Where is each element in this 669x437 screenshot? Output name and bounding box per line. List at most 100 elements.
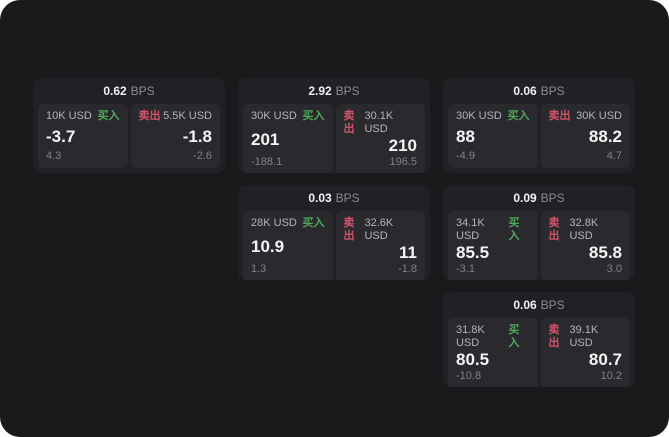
sell-notional: 32.6K USD [364,217,394,242]
sell-panel-header: 卖出 32.8K USD [549,217,623,243]
quote-card: 0.06 BPS 30K USD 买入 88 -4.9 卖出 30K USD [443,78,635,173]
sell-notional: 30K USD [576,110,622,122]
buy-notional: 28K USD [251,217,297,229]
sell-delta: 10.2 [600,370,622,382]
quote-panels: 30K USD 买入 88 -4.9 卖出 30K USD 88.2 4.7 [443,104,635,173]
sell-price: 85.8 [588,243,622,262]
buy-notional: 31.8K USD [456,324,485,349]
quote-panels: 28K USD 买入 10.9 1.3 卖出 32.6K USD 11 -1.8 [238,211,430,280]
sell-price: 88.2 [588,126,622,146]
bps-header: 0.06 BPS [443,292,635,318]
buy-delta: 1.3 [251,263,267,275]
buy-price: 80.5 [456,350,490,369]
bps-unit-label: BPS [540,84,565,98]
sell-panel-header: 卖出 5.5K USD [139,110,213,123]
buy-panel-header: 30K USD 买入 [456,110,530,123]
bps-header: 0.03 BPS [238,185,430,211]
quote-card: 0.62 BPS 10K USD 买入 -3.7 4.3 卖出 5.5K USD [33,78,225,173]
bps-value: 0.03 [308,191,332,205]
quote-card: 0.09 BPS 34.1K USD 买入 85.5 -3.1 卖出 32.8K… [443,185,635,280]
buy-side-label: 买入 [302,217,325,229]
sell-panel-header: 卖出 39.1K USD [549,324,623,350]
buy-panel-header: 34.1K USD 买入 [456,217,530,243]
sell-panel-header: 卖出 30.1K USD [344,110,418,136]
sell-quote-panel[interactable]: 卖出 30K USD 88.2 4.7 [540,104,630,168]
buy-delta: -10.8 [456,370,482,382]
quote-card: 0.06 BPS 31.8K USD 买入 80.5 -10.8 卖出 39.1… [443,292,635,387]
buy-side-label: 买入 [302,110,325,122]
buy-quote-panel[interactable]: 34.1K USD 买入 85.5 -3.1 [448,211,538,280]
buy-panel-header: 30K USD 买入 [251,110,325,123]
bps-unit-label: BPS [540,191,565,205]
buy-panel-header: 10K USD 买入 [46,110,120,123]
buy-notional: 10K USD [46,110,92,122]
buy-price: 85.5 [456,243,490,262]
bps-unit-label: BPS [130,84,155,98]
sell-side-label: 卖出 [138,110,161,122]
buy-side-label: 买入 [97,110,120,122]
buy-delta: 4.3 [46,150,62,162]
buy-quote-panel[interactable]: 30K USD 买入 201 -188.1 [243,104,333,173]
buy-delta: -3.1 [456,263,475,275]
buy-delta: -188.1 [251,156,283,168]
buy-quote-panel[interactable]: 10K USD 买入 -3.7 4.3 [38,104,128,168]
quote-card: 2.92 BPS 30K USD 买入 201 -188.1 卖出 30.1K … [238,78,430,173]
sell-panel-header: 卖出 30K USD [549,110,623,123]
bps-unit-label: BPS [540,298,565,312]
sell-delta: 4.7 [606,150,622,162]
sell-delta: -2.6 [193,150,212,162]
bps-header: 0.06 BPS [443,78,635,104]
buy-side-label: 买入 [508,324,520,349]
buy-quote-panel[interactable]: 28K USD 买入 10.9 1.3 [243,211,333,280]
sell-price: 80.7 [588,350,622,369]
buy-price: 88 [456,126,475,146]
quote-panels: 34.1K USD 买入 85.5 -3.1 卖出 32.8K USD 85.8… [443,211,635,280]
buy-notional: 30K USD [456,110,502,122]
quote-card-grid: 0.62 BPS 10K USD 买入 -3.7 4.3 卖出 5.5K USD [33,78,635,387]
buy-quote-panel[interactable]: 31.8K USD 买入 80.5 -10.8 [448,318,538,387]
sell-delta: -1.8 [398,263,417,275]
buy-notional: 34.1K USD [456,217,485,242]
sell-quote-panel[interactable]: 卖出 32.6K USD 11 -1.8 [335,211,425,280]
sell-quote-panel[interactable]: 卖出 39.1K USD 80.7 10.2 [540,318,630,387]
buy-panel-header: 28K USD 买入 [251,217,325,230]
quote-card: 0.03 BPS 28K USD 买入 10.9 1.3 卖出 32.6K US… [238,185,430,280]
bps-value: 0.09 [513,191,537,205]
bps-value: 0.06 [513,84,537,98]
bps-header: 0.09 BPS [443,185,635,211]
sell-notional: 32.8K USD [569,217,599,242]
sell-notional: 5.5K USD [163,110,212,122]
buy-panel-header: 31.8K USD 买入 [456,324,530,350]
bps-header: 0.62 BPS [33,78,225,104]
sell-price: -1.8 [182,126,212,146]
sell-quote-panel[interactable]: 卖出 30.1K USD 210 196.5 [335,104,425,173]
quote-panels: 10K USD 买入 -3.7 4.3 卖出 5.5K USD -1.8 -2.… [33,104,225,173]
sell-notional: 30.1K USD [364,110,394,135]
buy-price: 201 [251,129,280,149]
bps-unit-label: BPS [335,84,360,98]
sell-quote-panel[interactable]: 卖出 5.5K USD -1.8 -2.6 [130,104,220,168]
bps-value: 2.92 [308,84,332,98]
bps-unit-label: BPS [335,191,360,205]
sell-quote-panel[interactable]: 卖出 32.8K USD 85.8 3.0 [540,211,630,280]
sell-side-label: 卖出 [343,217,355,242]
buy-price: -3.7 [46,126,76,146]
bps-value: 0.62 [103,84,127,98]
sell-side-label: 卖出 [548,217,560,242]
quote-panels: 31.8K USD 买入 80.5 -10.8 卖出 39.1K USD 80.… [443,318,635,387]
buy-quote-panel[interactable]: 30K USD 买入 88 -4.9 [448,104,538,168]
sell-delta: 3.0 [606,263,622,275]
quote-panels: 30K USD 买入 201 -188.1 卖出 30.1K USD 210 1… [238,104,430,173]
sell-side-label: 卖出 [548,110,571,122]
bps-header: 2.92 BPS [238,78,430,104]
buy-delta: -4.9 [456,150,475,162]
sell-delta: 196.5 [389,156,417,168]
sell-price: 210 [388,136,417,155]
buy-notional: 30K USD [251,110,297,122]
sell-panel-header: 卖出 32.6K USD [344,217,418,243]
sell-side-label: 卖出 [343,110,355,135]
buy-side-label: 买入 [508,217,520,242]
bps-value: 0.06 [513,298,537,312]
buy-price: 10.9 [251,236,285,256]
